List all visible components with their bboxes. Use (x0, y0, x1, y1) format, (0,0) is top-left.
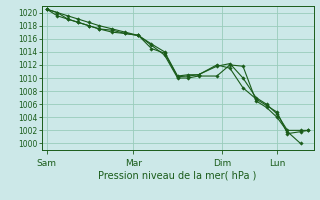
X-axis label: Pression niveau de la mer( hPa ): Pression niveau de la mer( hPa ) (99, 171, 257, 181)
